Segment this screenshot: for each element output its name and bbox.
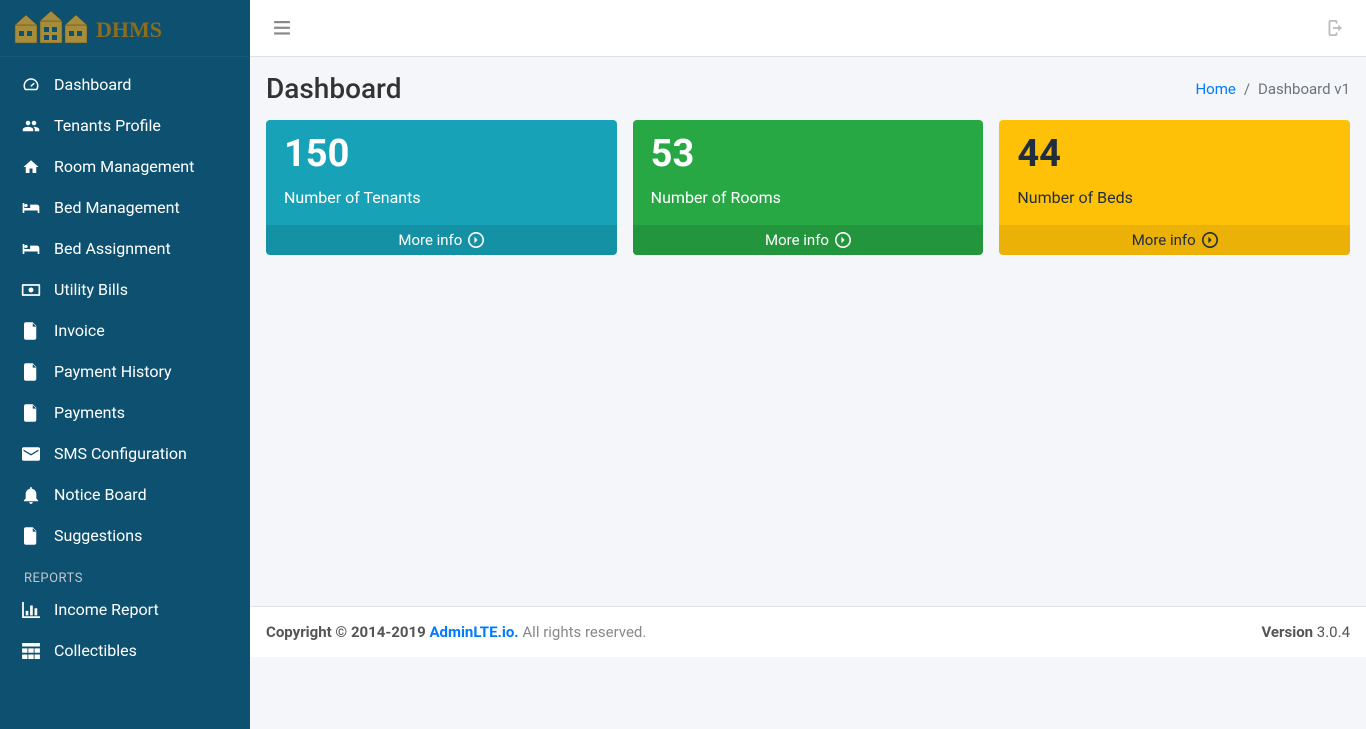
stat-box-inner: 53 Number of Rooms: [633, 120, 984, 225]
sidebar-item-utility-bills[interactable]: Utility Bills: [8, 270, 242, 309]
sidebar-item-sms-configuration[interactable]: SMS Configuration: [8, 434, 242, 473]
content-header: Dashboard Home / Dashboard v1: [250, 57, 1366, 120]
sidebar-item-dashboard[interactable]: Dashboard: [8, 65, 242, 104]
more-info-text: More info: [398, 231, 462, 249]
sidebar-item-label: Suggestions: [54, 526, 142, 545]
stat-box-more-info-link[interactable]: More info: [633, 225, 984, 255]
stat-box-rooms: 53 Number of Rooms More info: [633, 120, 984, 255]
sidebar-nav: Dashboard Tenants Profile Room Managemen…: [0, 57, 250, 680]
envelope-icon: [20, 447, 42, 461]
file-icon: [20, 527, 42, 545]
breadcrumb-separator: /: [1236, 80, 1258, 98]
sidebar-header-reports: REPORTS: [8, 557, 242, 590]
top-navbar: [250, 0, 1366, 57]
page-title: Dashboard: [266, 72, 401, 105]
sidebar-item-room-management[interactable]: Room Management: [8, 147, 242, 186]
money-icon: [20, 283, 42, 297]
footer-copyright: Copyright © 2014-2019 AdminLTE.io. All r…: [266, 623, 646, 641]
home-icon: [20, 158, 42, 176]
sidebar-item-label: Invoice: [54, 321, 105, 340]
breadcrumb-current: Dashboard v1: [1258, 80, 1350, 98]
sidebar-item-label: Dashboard: [54, 75, 131, 94]
bars-icon: [274, 21, 290, 35]
sidebar-item-income-report[interactable]: Income Report: [8, 590, 242, 629]
sidebar-item-bed-assignment[interactable]: Bed Assignment: [8, 229, 242, 268]
copyright-prefix: Copyright © 2014-2019: [266, 623, 429, 641]
sidebar-item-label: Bed Management: [54, 198, 180, 217]
bell-icon: [20, 486, 42, 504]
breadcrumb: Home / Dashboard v1: [1195, 80, 1350, 98]
arrow-circle-right-icon: [835, 232, 851, 248]
sidebar-item-label: Utility Bills: [54, 280, 128, 299]
sidebar-item-invoice[interactable]: Invoice: [8, 311, 242, 350]
stat-value: 53: [651, 132, 966, 178]
tachometer-icon: [20, 76, 42, 94]
sidebar-item-label: Room Management: [54, 157, 194, 176]
bed-icon: [20, 242, 42, 256]
sidebar-item-label: Notice Board: [54, 485, 147, 504]
stat-label: Number of Beds: [1017, 188, 1332, 207]
chart-icon: [20, 602, 42, 618]
file-icon: [20, 322, 42, 340]
stat-box-inner: 44 Number of Beds: [999, 120, 1350, 225]
footer-version: Version 3.0.4: [1261, 623, 1350, 641]
arrow-circle-right-icon: [468, 232, 484, 248]
sidebar-item-collectibles[interactable]: Collectibles: [8, 631, 242, 670]
table-icon: [20, 643, 42, 659]
menu-toggle-button[interactable]: [266, 13, 298, 43]
sidebar-item-payment-history[interactable]: Payment History: [8, 352, 242, 391]
sidebar-item-label: Bed Assignment: [54, 239, 171, 258]
stat-value: 44: [1017, 132, 1332, 178]
breadcrumb-home-link[interactable]: Home: [1195, 80, 1235, 98]
stat-box-more-info-link[interactable]: More info: [999, 225, 1350, 255]
sidebar-item-label: Collectibles: [54, 641, 137, 660]
brand-logo: DHMS: [10, 11, 210, 46]
sign-out-icon: [1324, 20, 1342, 36]
stat-box-more-info-link[interactable]: More info: [266, 225, 617, 255]
stat-value: 150: [284, 132, 599, 178]
more-info-text: More info: [1132, 231, 1196, 249]
bed-icon: [20, 201, 42, 215]
version-value: 3.0.4: [1313, 623, 1350, 641]
sidebar-item-tenants-profile[interactable]: Tenants Profile: [8, 106, 242, 145]
footer-brand-link[interactable]: AdminLTE.io.: [429, 623, 518, 641]
main-wrapper: Dashboard Home / Dashboard v1 150 Number…: [250, 0, 1366, 729]
arrow-circle-right-icon: [1202, 232, 1218, 248]
footer-rights: All rights reserved.: [522, 623, 646, 641]
sidebar-item-label: Income Report: [54, 600, 159, 619]
stat-label: Number of Tenants: [284, 188, 599, 207]
stat-box-beds: 44 Number of Beds More info: [999, 120, 1350, 255]
sidebar-item-suggestions[interactable]: Suggestions: [8, 516, 242, 555]
sidebar-item-label: SMS Configuration: [54, 444, 187, 463]
sidebar: DHMS Dashboard Tenants Profile Room Mana…: [0, 0, 250, 729]
sidebar-item-payments[interactable]: Payments: [8, 393, 242, 432]
sidebar-item-label: Tenants Profile: [54, 116, 161, 135]
stat-label: Number of Rooms: [651, 188, 966, 207]
sidebar-item-bed-management[interactable]: Bed Management: [8, 188, 242, 227]
more-info-text: More info: [765, 231, 829, 249]
logout-button[interactable]: [1316, 12, 1350, 44]
sidebar-item-notice-board[interactable]: Notice Board: [8, 475, 242, 514]
stat-box-inner: 150 Number of Tenants: [266, 120, 617, 225]
file-icon: [20, 404, 42, 422]
file-icon: [20, 363, 42, 381]
stat-boxes-row: 150 Number of Tenants More info 53 Numbe…: [266, 120, 1350, 255]
version-label: Version: [1261, 623, 1313, 641]
sidebar-item-label: Payments: [54, 403, 125, 422]
users-icon: [20, 117, 42, 135]
svg-text:DHMS: DHMS: [96, 17, 162, 42]
brand-area[interactable]: DHMS: [0, 0, 250, 57]
sidebar-item-label: Payment History: [54, 362, 172, 381]
stat-box-tenants: 150 Number of Tenants More info: [266, 120, 617, 255]
footer: Copyright © 2014-2019 AdminLTE.io. All r…: [250, 606, 1366, 657]
